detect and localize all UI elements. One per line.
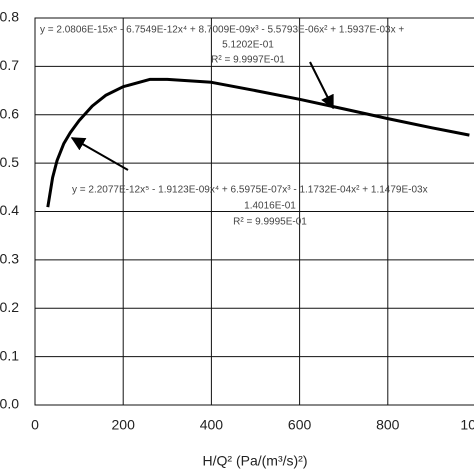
equation-line: y = 2.0806E-15x⁵ - 6.7549E-12x⁴ + 8.7009…	[40, 25, 404, 36]
y-tick-label: 0.1	[0, 347, 19, 363]
equation-line: R² = 9.9997E-01	[211, 55, 285, 66]
x-tick-label: 0	[31, 417, 39, 433]
y-tick-label: 0.0	[0, 396, 19, 412]
plot-area: 0.0 0.1 0.2 0.3 0.4 0.5 0.6 0.7 0.8 0 200 400 600 800…	[0, 9, 474, 433]
x-tick-label: 600	[288, 417, 312, 433]
equation-line: y = 2.2077E-12x⁵ - 1.9123E-09x⁴ + 6.5975…	[72, 185, 428, 196]
arrow	[70, 137, 129, 171]
x-tick-label: 1000	[460, 417, 474, 433]
x-tick-label: 400	[200, 417, 224, 433]
y-tick-label: 0.5	[0, 154, 19, 170]
equation-line: 1.4016E-01	[244, 201, 296, 212]
arrow	[309, 61, 334, 110]
x-axis-label: H/Q² (Pa/(m³/s)²)	[203, 453, 308, 469]
y-tick-label: 0.8	[0, 9, 19, 25]
y-tick-label: 0.3	[0, 251, 19, 267]
plot-frame	[34, 17, 474, 406]
x-tick-label: 800	[376, 417, 400, 433]
x-tick-label: 200	[112, 417, 136, 433]
y-tick-label: 0.4	[0, 202, 19, 218]
y-tick-label: 0.7	[0, 57, 19, 73]
y-tick-label: 0.6	[0, 105, 19, 121]
equation-line: 5.1202E-01	[222, 40, 274, 51]
equation-line: R² = 9.9995E-01	[233, 217, 307, 228]
y-tick-label: 0.2	[0, 299, 19, 315]
annotation-1: y = 2.0806E-15x⁵ - 6.7549E-12x⁴ + 8.7009…	[40, 25, 404, 66]
annotation-2: y = 2.2077E-12x⁵ - 1.9123E-09x⁴ + 6.5975…	[72, 185, 428, 228]
data-line	[46, 77, 470, 208]
